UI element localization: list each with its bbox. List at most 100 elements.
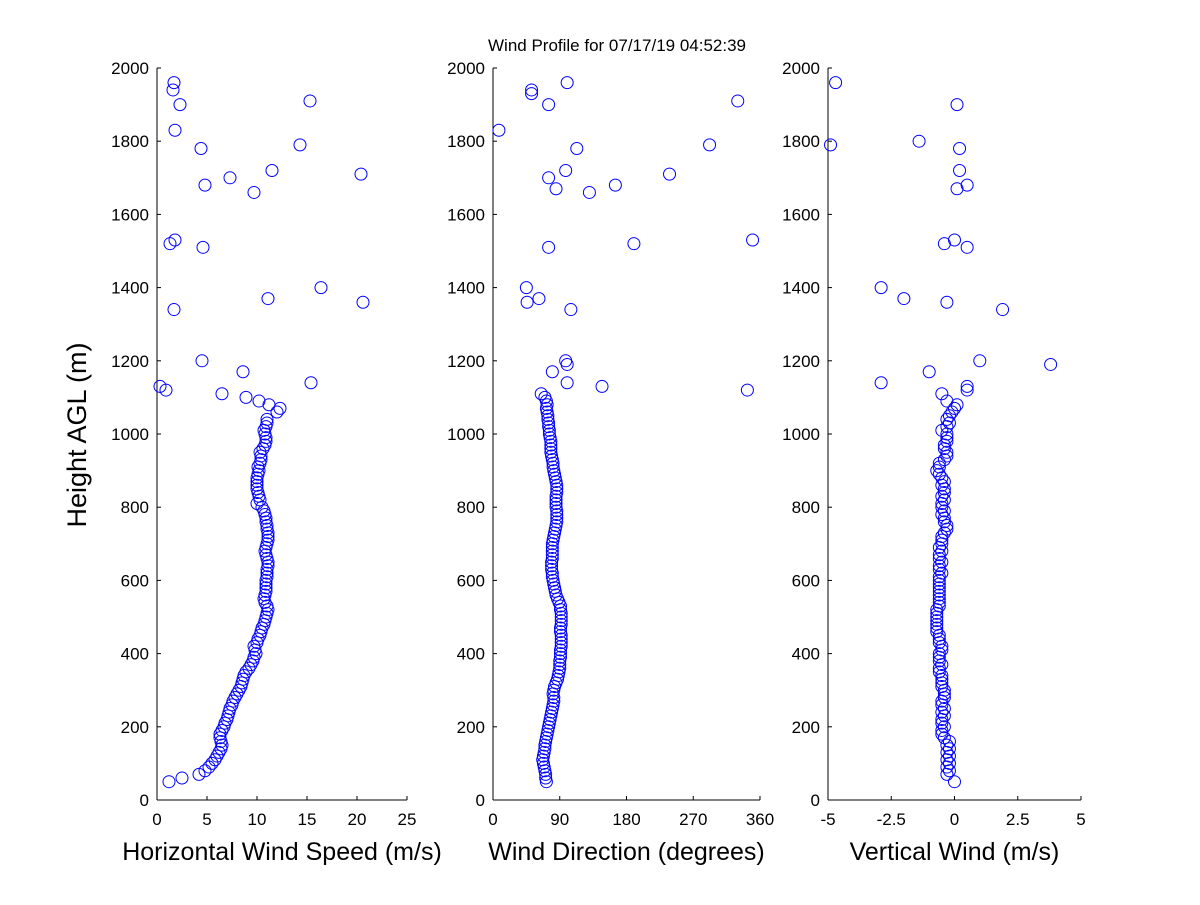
- y-tick-label: 400: [457, 645, 485, 664]
- data-point: [740, 383, 754, 397]
- data-point: [930, 625, 944, 639]
- data-point: [950, 98, 964, 112]
- data-point: [932, 599, 946, 613]
- data-point: [215, 723, 229, 737]
- data-point: [937, 702, 951, 715]
- data-point: [244, 658, 258, 672]
- data-point: [935, 727, 949, 741]
- data-point: [935, 680, 949, 694]
- y-tick-label: 1200: [111, 352, 149, 371]
- data-point: [230, 687, 244, 701]
- x-tick-label: 90: [550, 810, 569, 829]
- data-point: [226, 694, 240, 708]
- data-point: [935, 544, 949, 558]
- data-point: [553, 650, 567, 664]
- x-tick-label: 180: [612, 810, 640, 829]
- data-point: [564, 303, 578, 317]
- data-point: [942, 764, 956, 778]
- data-point: [259, 584, 273, 598]
- x-tick-label: 10: [248, 810, 267, 829]
- data-point: [303, 94, 317, 108]
- data-point: [937, 493, 951, 507]
- data-point: [304, 376, 318, 390]
- data-point: [519, 281, 533, 295]
- data-point: [259, 581, 273, 595]
- y-tick-label: 0: [811, 791, 820, 810]
- data-point: [932, 559, 946, 573]
- data-point: [942, 742, 956, 756]
- y-tick-label: 1400: [111, 279, 149, 298]
- data-point: [314, 281, 328, 295]
- data-point: [546, 460, 560, 474]
- data-point: [996, 303, 1010, 317]
- data-point: [175, 771, 189, 785]
- data-point: [932, 592, 946, 606]
- data-point: [608, 178, 622, 192]
- data-point: [935, 489, 949, 503]
- data-point: [554, 610, 568, 624]
- y-tick-label: 1200: [782, 352, 820, 371]
- data-point: [228, 691, 242, 705]
- data-point: [940, 760, 954, 774]
- data-point: [545, 551, 559, 565]
- data-point: [260, 566, 274, 580]
- y-tick-label: 1200: [447, 352, 485, 371]
- x-tick-label: 2.5: [1006, 810, 1030, 829]
- data-point: [210, 749, 224, 763]
- data-point: [559, 163, 573, 177]
- data-point: [545, 544, 559, 558]
- data-point: [935, 533, 949, 547]
- data-point: [935, 555, 949, 569]
- data-point: [554, 636, 568, 650]
- data-point: [261, 529, 275, 543]
- data-point: [940, 412, 954, 426]
- x-axis-title: Vertical Wind (m/s): [850, 838, 1060, 866]
- x-tick-label: 20: [348, 810, 367, 829]
- data-point: [223, 702, 237, 715]
- data-point: [168, 123, 182, 137]
- data-point: [549, 497, 563, 511]
- data-point: [550, 511, 564, 525]
- data-point: [945, 405, 959, 419]
- x-tick-label: 15: [298, 810, 317, 829]
- data-point: [940, 753, 954, 767]
- data-point: [167, 76, 181, 90]
- data-point: [194, 142, 208, 156]
- data-point: [542, 240, 556, 254]
- data-point: [520, 295, 534, 309]
- data-point: [545, 548, 559, 562]
- data-point: [534, 387, 548, 401]
- data-point: [260, 412, 274, 426]
- data-point: [260, 416, 274, 430]
- y-tick-label: 1400: [447, 279, 485, 298]
- data-point: [293, 138, 307, 152]
- y-tick-label: 600: [792, 571, 820, 590]
- data-point: [942, 756, 956, 770]
- data-point: [932, 661, 946, 675]
- data-point: [932, 665, 946, 679]
- y-tick-label: 2000: [447, 59, 485, 78]
- y-tick-label: 800: [792, 498, 820, 517]
- data-point: [554, 614, 568, 628]
- data-point: [254, 453, 268, 467]
- data-point: [937, 504, 951, 518]
- data-point: [937, 475, 951, 489]
- data-point: [932, 460, 946, 474]
- data-point: [198, 178, 212, 192]
- data-point: [545, 559, 559, 573]
- data-point: [547, 694, 561, 708]
- y-tick-label: 200: [121, 718, 149, 737]
- data-point: [932, 570, 946, 584]
- data-point: [198, 764, 212, 778]
- y-tick-label: 1000: [782, 425, 820, 444]
- data-point: [829, 76, 843, 90]
- data-point: [824, 138, 838, 152]
- y-tick-label: 800: [457, 498, 485, 517]
- data-point: [937, 526, 951, 540]
- data-point: [262, 398, 276, 412]
- data-point: [247, 185, 261, 199]
- data-point: [259, 577, 273, 591]
- data-point: [960, 178, 974, 192]
- y-tick-label: 200: [457, 718, 485, 737]
